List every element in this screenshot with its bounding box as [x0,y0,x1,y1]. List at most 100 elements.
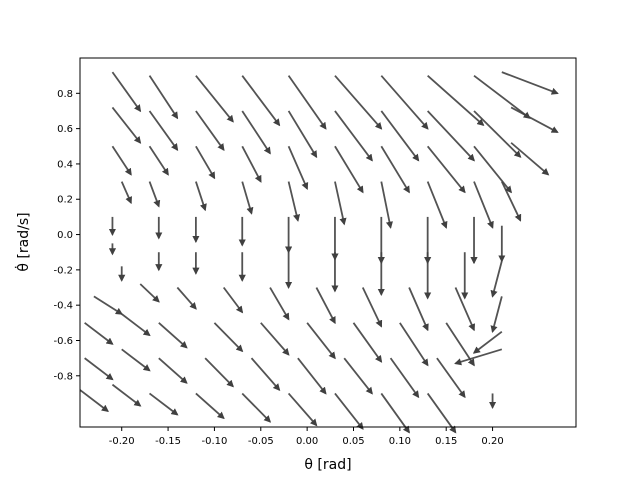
x-tick-label: 0.15 [435,436,457,447]
vector-arrow [148,392,179,416]
vector-arrow [148,145,169,176]
vector-arrow [334,392,364,430]
vector-arrow [148,75,179,120]
y-tick-label: -0.6 [53,336,73,347]
x-tick-label: -0.05 [248,436,274,447]
vector-arrow [84,357,114,381]
vector-arrow [158,322,188,349]
vector-arrow [204,357,234,388]
y-axis-label: θ̇ [rad/s] [14,212,32,271]
vector-arrow [436,357,466,399]
vector-arrow [297,357,327,395]
y-tick-label: -0.2 [53,265,73,276]
vector-arrow [334,181,347,226]
vector-arrow [111,71,142,113]
x-axis-ticks: -0.20 -0.15 -0.10 -0.05 0.00 0.05 0.10 0.15 0.20 [109,427,504,447]
vector-arrow [241,392,272,423]
x-tick-label: -0.15 [155,436,181,447]
vector-arrow [334,110,373,162]
vector-arrow [195,392,225,420]
vector-arrow [389,357,420,399]
vector-arrow [287,110,318,159]
x-axis-label: θ [rad] [304,457,351,473]
x-tick-label: 0.00 [296,436,318,447]
y-tick-label: 0.2 [57,195,73,206]
vector-arrow [473,181,494,229]
vector-arrow [380,75,429,130]
vector-arrow [426,392,457,434]
plot-background [80,58,576,427]
vector-arrow [84,322,114,345]
vector-arrow [139,283,160,303]
y-tick-label: -0.8 [53,371,73,382]
vector-arrow [148,110,179,151]
vector-arrow [260,322,290,356]
vector-arrow [352,322,383,363]
vector-arrow [510,142,550,176]
vector-arrow [158,357,188,384]
vector-arrow [361,287,383,328]
vector-arrow [501,181,522,222]
vector-arrow [121,348,151,372]
y-axis-ticks: -0.8 -0.6 -0.4 -0.2 0.0 0.2 0.4 0.6 0.8 [53,89,80,382]
vector-arrow [334,145,364,194]
vector-arrow [343,357,373,395]
vector-arrow [315,287,336,325]
vector-arrow [111,145,132,176]
vector-arrow [213,322,244,353]
vector-arrow [380,110,420,162]
vector-arrow [195,181,207,212]
x-tick-label: -0.20 [109,436,135,447]
vector-arrow [250,357,281,392]
vector-arrow [287,145,309,190]
vector-arrow [426,181,448,229]
vector-arrow [472,330,503,354]
vector-arrow [241,110,271,155]
vector-arrow [427,110,476,162]
y-tick-label: 0.8 [57,89,73,100]
vector-arrow [380,145,410,194]
vector-arrow [334,75,383,130]
y-tick-label: -0.4 [53,301,73,312]
vector-arrow [473,110,522,158]
plot-frame [79,57,577,428]
vector-arrow [473,74,531,119]
vector-arrow [510,106,559,133]
vector-arrow [445,322,475,367]
vector-arrow [195,110,225,151]
x-tick-label: 0.20 [481,436,503,447]
vector-arrow [426,145,466,194]
x-tick-label: 0.10 [389,436,411,447]
y-tick-label: 0.6 [57,124,73,135]
vector-arrow [399,322,429,367]
vector-arrow [287,181,301,222]
vector-arrow [473,145,513,194]
vector-arrow [222,286,244,314]
vector-arrow [241,181,254,215]
vector-field [79,71,559,434]
vector-arrow [79,389,109,412]
vector-arrow [148,181,161,208]
vector-arrow [427,74,485,127]
vector-arrow [241,145,262,183]
vector-arrow [490,260,503,298]
vector-arrow [195,75,234,123]
vector-arrow [111,106,142,144]
vector-arrow [380,392,410,434]
vector-arrow [454,348,503,366]
vector-arrow [111,383,142,407]
vector-arrow [287,392,318,427]
x-tick-label: 0.05 [342,436,364,447]
vector-arrow [93,295,123,315]
vector-arrow [380,181,393,229]
y-tick-label: 0.0 [57,230,73,241]
vector-arrow [501,71,559,95]
vector-arrow [120,181,132,205]
x-tick-label: -0.10 [201,436,227,447]
vector-arrow [195,145,216,180]
vector-arrow [287,75,327,130]
vector-arrow [121,313,151,337]
vector-arrow [454,287,476,332]
vector-arrow [241,75,281,127]
